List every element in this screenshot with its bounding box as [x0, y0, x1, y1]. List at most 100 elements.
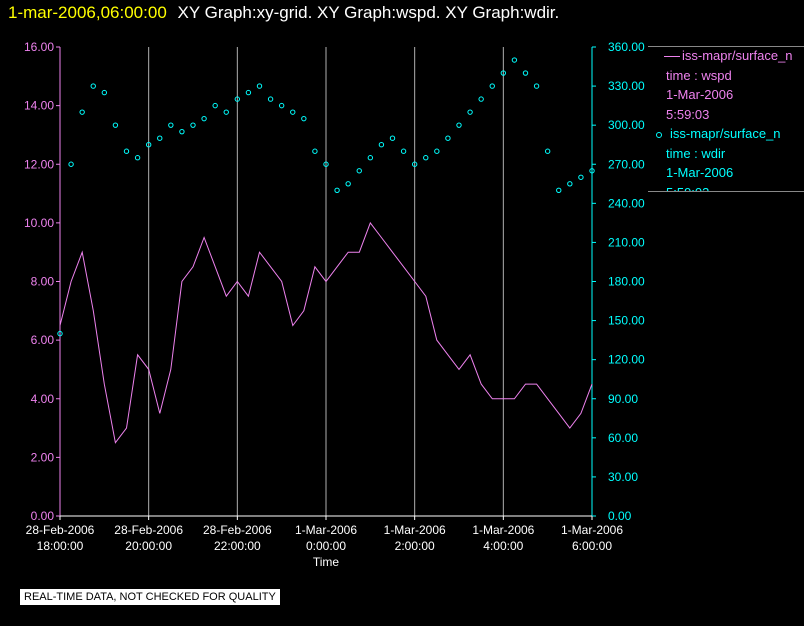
right-tick-label: 360.00	[608, 40, 645, 54]
x-axis-label: Time	[313, 555, 340, 569]
wdir-point	[157, 135, 163, 141]
right-tick-label: 210.00	[608, 235, 645, 249]
header-timestamp: 1-mar-2006,06:00:00	[8, 3, 167, 22]
legend-circle-swatch	[656, 131, 662, 138]
x-tick-label-date: 1-Mar-2006	[384, 523, 446, 537]
left-tick-label: 12.00	[24, 157, 54, 171]
wdir-point	[112, 122, 119, 128]
wdir-point	[267, 96, 274, 102]
x-tick-label-time: 0:00:00	[306, 539, 346, 553]
wdir-point	[400, 148, 407, 154]
wdir-point	[478, 96, 484, 102]
legend-series-wdir-date: 1-Mar-2006	[666, 165, 734, 180]
quality-notice: REAL-TIME DATA, NOT CHECKED FOR QUALITY	[20, 589, 280, 605]
wdir-point	[434, 148, 440, 154]
right-tick-label: 150.00	[608, 314, 645, 328]
left-tick-label: 10.00	[24, 216, 54, 230]
legend-series-wspd-name: iss-mapr/surface_n	[682, 48, 793, 63]
wdir-point	[123, 148, 130, 154]
legend-series-wdir-name: iss-mapr/surface_n	[670, 126, 781, 141]
wdir-point	[345, 181, 351, 187]
legend-series-wdir-time: 5:59:03	[666, 184, 710, 193]
wdir-point	[367, 155, 374, 161]
wdir-point	[290, 109, 296, 115]
right-tick-label: 270.00	[608, 157, 645, 171]
right-tick-label: 240.00	[608, 196, 645, 210]
x-tick-label-date: 28-Feb-2006	[26, 523, 95, 537]
right-tick-label: 300.00	[608, 118, 645, 132]
right-tick-label: 330.00	[608, 79, 645, 93]
wdir-point	[411, 161, 418, 167]
wdir-point	[378, 142, 385, 148]
wdir-point	[522, 70, 529, 76]
wdir-point	[57, 330, 63, 337]
wdir-point	[567, 181, 573, 187]
wdir-point	[278, 102, 285, 109]
wdir-point	[68, 161, 74, 167]
wdir-point	[179, 128, 185, 135]
wdir-point	[312, 148, 318, 154]
wdir-point	[101, 89, 108, 96]
x-tick-label-date: 1-Mar-2006	[561, 523, 623, 537]
wdir-point	[79, 109, 85, 115]
legend-series-wspd-var: time : wspd	[666, 67, 732, 83]
wdir-point	[323, 161, 329, 167]
x-tick-label-time: 18:00:00	[37, 539, 84, 553]
wdir-point	[489, 83, 495, 89]
wdir-point	[544, 148, 551, 154]
left-tick-label: 14.00	[24, 99, 54, 113]
wdir-point	[533, 83, 540, 89]
x-tick-label-date: 28-Feb-2006	[203, 523, 272, 537]
legend-series-wspd-time: 5:59:03	[666, 106, 710, 122]
wdir-point	[256, 83, 263, 89]
wdir-point	[389, 135, 396, 141]
wdir-point	[168, 122, 174, 128]
left-tick-label: 16.00	[24, 40, 54, 54]
right-tick-label: 60.00	[608, 431, 638, 445]
wspd-series-line	[59, 221, 593, 444]
left-tick-label: 0.00	[31, 509, 55, 523]
legend-line-swatch	[664, 56, 680, 58]
right-tick-label: 120.00	[608, 353, 645, 367]
x-tick-label-date: 1-Mar-2006	[295, 523, 357, 537]
wdir-point	[511, 57, 518, 63]
wdir-point	[245, 89, 252, 96]
wdir-point	[212, 102, 218, 109]
wdir-point	[589, 168, 595, 174]
header-graph-list: XY Graph:xy-grid. XY Graph:wspd. XY Grap…	[177, 3, 560, 22]
header-title: 1-mar-2006,06:00:00 XY Graph:xy-grid. XY…	[8, 3, 559, 23]
x-tick-label-time: 4:00:00	[483, 539, 523, 553]
legend-divider-bottom	[648, 191, 804, 192]
wdir-point	[356, 168, 362, 174]
wdir-point	[578, 174, 584, 180]
legend-series-wdir: iss-mapr/surface_n	[648, 124, 804, 144]
wdir-point	[90, 83, 96, 89]
right-tick-label: 30.00	[608, 470, 638, 484]
legend-series-wspd-date: 1-Mar-2006	[666, 87, 734, 102]
right-tick-label: 90.00	[608, 392, 638, 406]
right-tick-label: 0.00	[608, 509, 632, 523]
x-tick-label-date: 1-Mar-2006	[472, 523, 534, 537]
wdir-point	[201, 115, 207, 122]
left-tick-label: 2.00	[31, 450, 55, 464]
left-tick-label: 4.00	[31, 392, 55, 406]
x-tick-label-time: 6:00:00	[572, 539, 612, 553]
x-tick-label-time: 2:00:00	[395, 539, 435, 553]
legend-series-wspd: iss-mapr/surface_n	[648, 46, 804, 66]
wdir-point	[234, 96, 241, 102]
x-tick-label-time: 20:00:00	[125, 539, 172, 553]
left-tick-label: 8.00	[31, 275, 55, 289]
left-tick-label: 6.00	[31, 333, 55, 347]
wdir-point	[190, 122, 196, 128]
wdir-point	[423, 155, 429, 161]
x-tick-label-date: 28-Feb-2006	[114, 523, 183, 537]
wdir-point	[223, 109, 229, 115]
wdir-point	[334, 187, 340, 194]
wdir-point	[456, 122, 462, 128]
wdir-point	[500, 70, 507, 76]
legend-divider-top	[648, 46, 804, 47]
legend-series-wdir-var: time : wdir	[666, 145, 726, 161]
wdir-point	[467, 109, 473, 115]
wdir-point	[301, 115, 307, 122]
